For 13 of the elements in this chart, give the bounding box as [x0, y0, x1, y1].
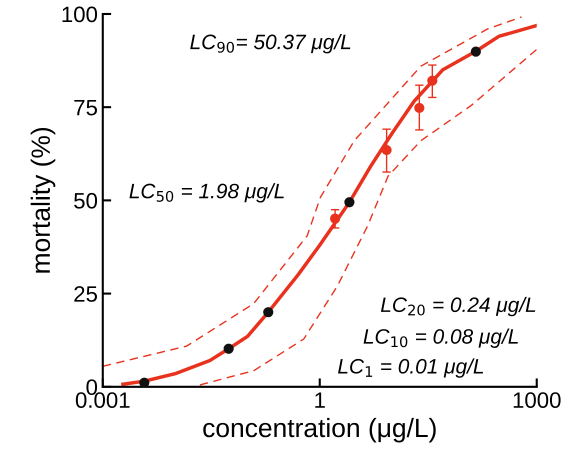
annotation: LC$_{90}$= 50.37 μg/L: [190, 34, 350, 54]
y-tick-label: 25: [74, 286, 97, 302]
annotation: LC$_{50}$ = 1.98 μg/L: [129, 183, 284, 203]
y-tick-label: 100: [62, 6, 98, 22]
y-tick-label: 75: [74, 100, 97, 116]
x-tick-label: 1000: [514, 392, 561, 408]
annotation: LC$_{1}$ = 0.01 μg/L: [338, 358, 484, 378]
x-tick-label: 1: [315, 392, 325, 408]
annotation: LC$_{20}$ = 0.24 μg/L: [380, 296, 536, 316]
x-axis-title: concentration (μg/L): [203, 418, 436, 443]
y-axis-title: mortality (%): [30, 128, 56, 273]
annotation: LC$_{10}$ = 0.08 μg/L: [364, 328, 518, 348]
y-tick-label: 50: [74, 192, 98, 209]
